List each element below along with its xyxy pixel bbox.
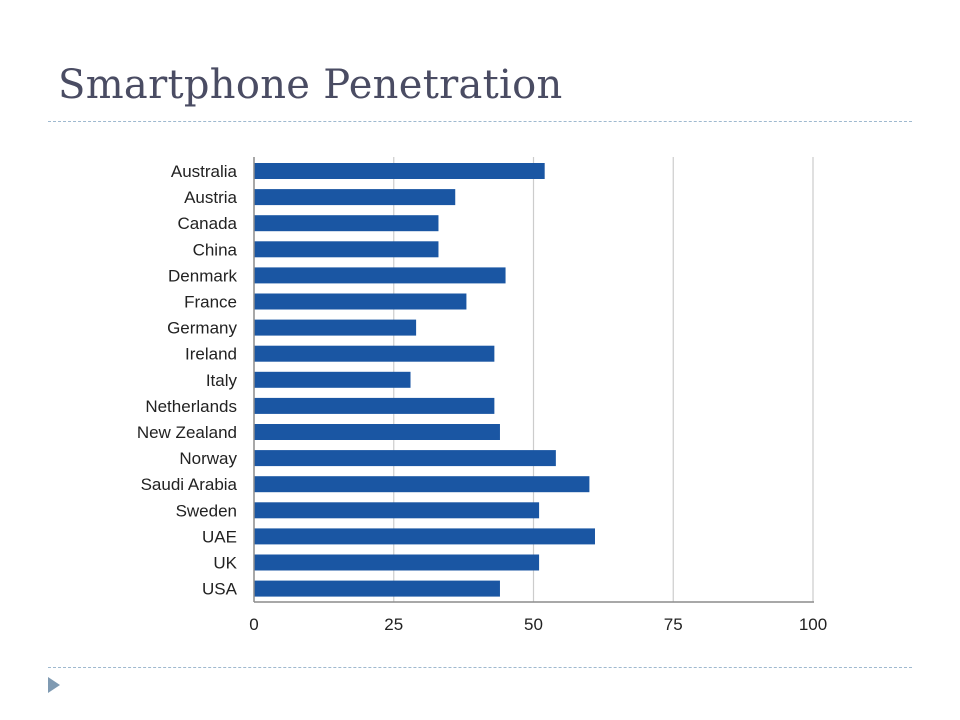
x-tick-label: 75 [664, 615, 683, 634]
bullet-arrow-icon [48, 677, 60, 693]
category-label: Norway [179, 449, 237, 468]
category-label: New Zealand [137, 423, 237, 442]
bar [254, 267, 506, 284]
title-divider [48, 121, 912, 122]
category-label: Saudi Arabia [141, 475, 238, 494]
bar [254, 397, 495, 414]
x-tick-label: 25 [384, 615, 403, 634]
slide-title: Smartphone Penetration [58, 62, 563, 108]
axes [253, 157, 814, 603]
bar [254, 580, 500, 597]
bar [254, 371, 411, 388]
bar [254, 424, 500, 440]
x-tick-labels: 0 25 50 75 100 [249, 615, 827, 634]
category-label: Ireland [185, 345, 237, 364]
category-labels: Australia Austria Canada China Denmark France… [137, 162, 238, 599]
bar [254, 293, 467, 310]
category-label: France [184, 293, 237, 312]
bar [254, 345, 495, 362]
bar [254, 554, 540, 571]
bar [254, 502, 540, 519]
bar [254, 319, 417, 336]
category-label: USA [202, 580, 238, 599]
category-label: Germany [167, 319, 237, 338]
x-tick-label: 0 [249, 615, 258, 634]
category-label: Italy [206, 371, 238, 390]
category-label: Australia [171, 162, 238, 181]
bars [254, 163, 595, 597]
bar [254, 215, 439, 232]
bar [254, 476, 590, 493]
category-label: China [193, 240, 238, 259]
footer-divider [48, 667, 912, 668]
category-label: UAE [202, 527, 237, 546]
category-label: UK [213, 554, 237, 573]
category-label: Netherlands [145, 397, 237, 416]
category-label: Sweden [176, 501, 237, 520]
category-label: Denmark [168, 266, 237, 285]
bar [254, 163, 545, 179]
category-label: Canada [177, 214, 237, 233]
bar [254, 241, 439, 258]
x-tick-label: 50 [524, 615, 543, 634]
category-label: Austria [184, 188, 237, 207]
x-tick-label: 100 [799, 615, 827, 634]
bar [254, 450, 556, 467]
bar [254, 528, 595, 545]
bar [254, 189, 456, 206]
